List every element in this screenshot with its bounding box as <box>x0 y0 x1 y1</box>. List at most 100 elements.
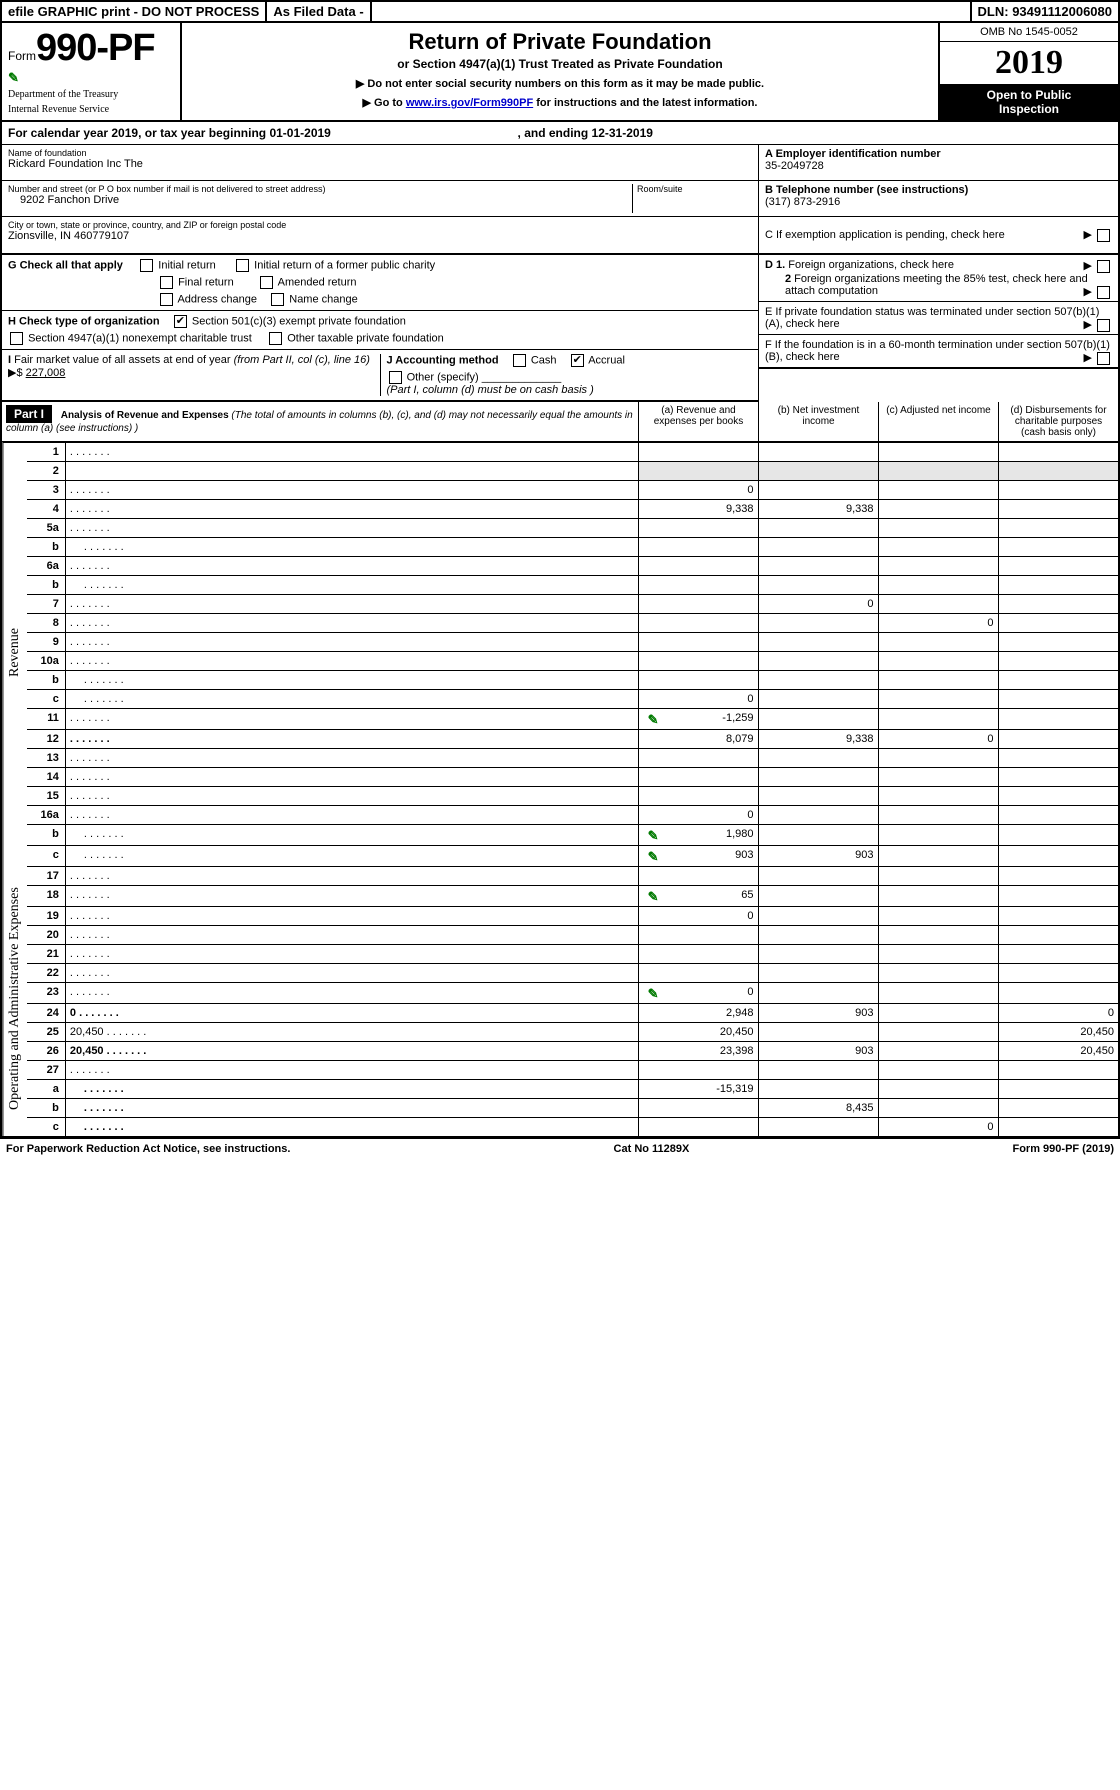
line-number: 6a <box>27 557 65 576</box>
table-row: c . . . . . . .0 <box>27 1118 1118 1137</box>
value-cell-a <box>638 1099 758 1118</box>
value-cell-b <box>758 983 878 1004</box>
line-number: c <box>27 1118 65 1137</box>
value-cell-c <box>878 557 998 576</box>
h-501c3-checkbox[interactable] <box>174 315 187 328</box>
table-row: b . . . . . . .1,980 <box>27 825 1118 846</box>
table-row: 6a . . . . . . . <box>27 557 1118 576</box>
attachment-icon[interactable] <box>643 986 659 1000</box>
g-initial-former-checkbox[interactable] <box>236 259 249 272</box>
value-cell-b: 9,338 <box>758 500 878 519</box>
value-cell-b <box>758 945 878 964</box>
line-number: 20 <box>27 926 65 945</box>
omb-number: OMB No 1545-0052 <box>940 23 1118 42</box>
value-cell-d <box>998 709 1118 730</box>
line-number: 24 <box>27 1004 65 1023</box>
value-cell-a <box>638 945 758 964</box>
value-cell-c <box>878 671 998 690</box>
value-cell-d <box>998 671 1118 690</box>
g-address-checkbox[interactable] <box>160 293 173 306</box>
fmv-value: 227,008 <box>26 367 66 379</box>
j-other-checkbox[interactable] <box>389 371 402 384</box>
value-cell-a: 65 <box>638 886 758 907</box>
form-version: Form 990-PF (2019) <box>1012 1143 1114 1155</box>
d2-checkbox[interactable] <box>1097 286 1110 299</box>
part1-header-row: Part I Analysis of Revenue and Expenses … <box>2 402 1118 442</box>
value-cell-c <box>878 806 998 825</box>
value-cell-a: -1,259 <box>638 709 758 730</box>
line-description: . . . . . . . <box>65 907 638 926</box>
form-title: Return of Private Foundation <box>192 29 928 55</box>
value-cell-c <box>878 945 998 964</box>
street-address: 9202 Fanchon Drive <box>8 194 119 206</box>
value-cell-c <box>878 983 998 1004</box>
value-cell-c <box>878 633 998 652</box>
attachment-icon[interactable] <box>643 712 659 726</box>
line-number: 13 <box>27 749 65 768</box>
table-row: 23 . . . . . . .0 <box>27 983 1118 1004</box>
value-cell-c <box>878 652 998 671</box>
line-number: b <box>27 538 65 557</box>
line-description: . . . . . . . <box>65 964 638 983</box>
j-cash-checkbox[interactable] <box>513 354 526 367</box>
table-row: b . . . . . . . <box>27 576 1118 595</box>
exemption-checkbox[interactable] <box>1097 229 1110 242</box>
value-cell-a: 0 <box>638 907 758 926</box>
value-cell-a <box>638 926 758 945</box>
line-description: 20,450 . . . . . . . <box>65 1023 638 1042</box>
ghij-left: G Check all that apply Initial return In… <box>2 255 758 402</box>
line-description: . . . . . . . <box>65 730 638 749</box>
value-cell-d <box>998 1061 1118 1080</box>
value-cell-d <box>998 1099 1118 1118</box>
table-row: 2520,450 . . . . . . .20,45020,450 <box>27 1023 1118 1042</box>
revenue-side-label: Revenue <box>2 442 27 862</box>
h-4947-checkbox[interactable] <box>10 332 23 345</box>
line-description: . . . . . . . <box>65 945 638 964</box>
line-number: 16a <box>27 806 65 825</box>
value-cell-d <box>998 749 1118 768</box>
value-cell-c <box>878 768 998 787</box>
g-initial-checkbox[interactable] <box>140 259 153 272</box>
table-row: 1 . . . . . . . <box>27 443 1118 462</box>
goto-note: ▶ Go to www.irs.gov/Form990PF for instru… <box>192 96 928 109</box>
value-cell-b: 903 <box>758 846 878 867</box>
attachment-icon[interactable] <box>643 889 659 903</box>
dept-treasury: Department of the Treasury <box>8 89 174 100</box>
value-cell-d <box>998 633 1118 652</box>
g-name-checkbox[interactable] <box>271 293 284 306</box>
line-number: 11 <box>27 709 65 730</box>
value-cell-c <box>878 462 998 481</box>
h-other-checkbox[interactable] <box>269 332 282 345</box>
table-row: 13 . . . . . . . <box>27 749 1118 768</box>
line-number: 19 <box>27 907 65 926</box>
g-amended-checkbox[interactable] <box>260 276 273 289</box>
j-accrual-checkbox[interactable] <box>571 354 584 367</box>
dept-irs: Internal Revenue Service <box>8 104 174 115</box>
row-g: G Check all that apply Initial return In… <box>2 255 758 311</box>
attachment-icon[interactable] <box>643 828 659 842</box>
line-number: 12 <box>27 730 65 749</box>
table-row: 3 . . . . . . .0 <box>27 481 1118 500</box>
expenses-side-label: Operating and Administrative Expenses <box>2 862 27 1136</box>
header-left: Form990-PF Department of the Treasury In… <box>2 23 182 120</box>
line-description: . . . . . . . <box>65 481 638 500</box>
attachment-icon[interactable] <box>643 849 659 863</box>
line-description: . . . . . . . <box>65 500 638 519</box>
table-row: 2620,450 . . . . . . .23,39890320,450 <box>27 1042 1118 1061</box>
value-cell-c <box>878 500 998 519</box>
top-bar: efile GRAPHIC print - DO NOT PROCESS As … <box>2 2 1118 23</box>
line-description: . . . . . . . <box>65 1080 638 1099</box>
d1-checkbox[interactable] <box>1097 260 1110 273</box>
table-row: 9 . . . . . . . <box>27 633 1118 652</box>
g-final-checkbox[interactable] <box>160 276 173 289</box>
value-cell-d <box>998 846 1118 867</box>
line-description: . . . . . . . <box>65 1099 638 1118</box>
value-cell-d <box>998 481 1118 500</box>
table-row: 20 . . . . . . . <box>27 926 1118 945</box>
f-checkbox[interactable] <box>1097 352 1110 365</box>
line-number: 7 <box>27 595 65 614</box>
irs-link[interactable]: www.irs.gov/Form990PF <box>406 97 533 109</box>
e-checkbox[interactable] <box>1097 319 1110 332</box>
line-number: 10a <box>27 652 65 671</box>
value-cell-b <box>758 519 878 538</box>
